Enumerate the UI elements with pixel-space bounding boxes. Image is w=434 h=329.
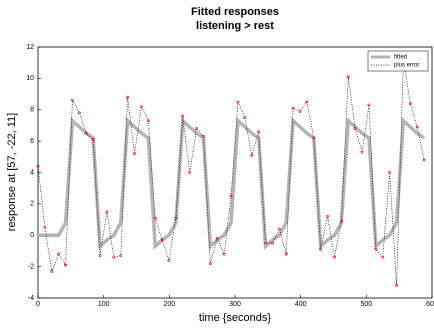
error-point xyxy=(277,227,281,231)
error-point xyxy=(360,150,364,154)
error-point xyxy=(140,105,143,109)
x-tick-label: 200 xyxy=(163,301,175,308)
error-point xyxy=(77,111,81,115)
error-point xyxy=(305,100,309,104)
error-point xyxy=(188,171,192,174)
error-point xyxy=(167,258,171,262)
error-point xyxy=(346,75,350,79)
y-axis-label: response at [57, -22, 11] xyxy=(6,113,18,231)
error-point xyxy=(50,269,54,273)
error-point xyxy=(333,255,336,259)
y-tick-label: -4 xyxy=(28,295,34,302)
error-point xyxy=(229,194,233,198)
chart-title: Fitted responses xyxy=(191,6,279,18)
error-point xyxy=(222,252,226,256)
error-point xyxy=(257,130,261,134)
error-point xyxy=(57,252,61,256)
error-point xyxy=(174,216,178,220)
error-point xyxy=(181,114,185,118)
y-tick-label: 6 xyxy=(30,138,34,145)
error-point xyxy=(153,216,157,220)
error-point xyxy=(202,135,205,138)
error-point xyxy=(195,127,198,130)
x-tick-label: 500 xyxy=(360,301,372,308)
error-point xyxy=(319,247,323,251)
error-point xyxy=(415,125,419,129)
error-point xyxy=(84,131,88,135)
error-point xyxy=(271,241,274,245)
error-point xyxy=(119,254,123,258)
error-point xyxy=(298,109,302,113)
error-point xyxy=(353,127,357,130)
error-point xyxy=(291,106,295,110)
y-tick-label: 10 xyxy=(26,75,34,82)
error-line xyxy=(37,59,425,286)
x-tick-label: 400 xyxy=(295,301,307,308)
error-point xyxy=(112,255,116,259)
error-point xyxy=(408,102,412,105)
error-point xyxy=(326,215,329,218)
error-point xyxy=(133,152,136,156)
error-point xyxy=(388,171,392,174)
y-tick-label: 12 xyxy=(26,44,34,51)
error-point xyxy=(215,236,219,240)
error-point xyxy=(146,119,150,123)
error-point xyxy=(236,100,240,104)
error-point xyxy=(36,164,40,168)
y-tick-label: 2 xyxy=(30,201,34,208)
error-point xyxy=(243,116,247,119)
error-point xyxy=(367,103,371,107)
error-point xyxy=(64,263,67,267)
error-point xyxy=(105,210,109,214)
x-tick-label: 100 xyxy=(98,301,110,308)
error-point xyxy=(339,219,343,223)
error-point xyxy=(381,255,385,259)
y-tick-label: 4 xyxy=(30,169,34,176)
error-point xyxy=(71,98,74,102)
error-point xyxy=(395,284,398,287)
y-tick-label: 0 xyxy=(30,232,34,239)
x-tick-label: 600 xyxy=(426,301,434,308)
x-tick-label: 300 xyxy=(229,301,241,308)
y-tick-label: 8 xyxy=(30,107,34,114)
error-point xyxy=(374,247,378,251)
fitted-line xyxy=(38,116,426,250)
chart-subtitle: listening > rest xyxy=(196,20,274,32)
error-point xyxy=(208,262,212,265)
error-point xyxy=(312,136,316,140)
error-point xyxy=(160,238,164,242)
error-point xyxy=(422,158,426,162)
y-tick-label: -2 xyxy=(28,263,34,270)
legend-label: plus error xyxy=(394,63,419,69)
error-point xyxy=(284,252,288,256)
error-point xyxy=(91,138,95,141)
error-point xyxy=(264,241,267,245)
error-point xyxy=(126,95,130,99)
error-point xyxy=(250,153,254,157)
error-point xyxy=(43,226,47,229)
legend-label: fitted xyxy=(394,55,407,61)
x-tick-label: 0 xyxy=(36,301,40,308)
error-point xyxy=(98,254,102,258)
x-axis-label: time {seconds} xyxy=(199,312,271,324)
